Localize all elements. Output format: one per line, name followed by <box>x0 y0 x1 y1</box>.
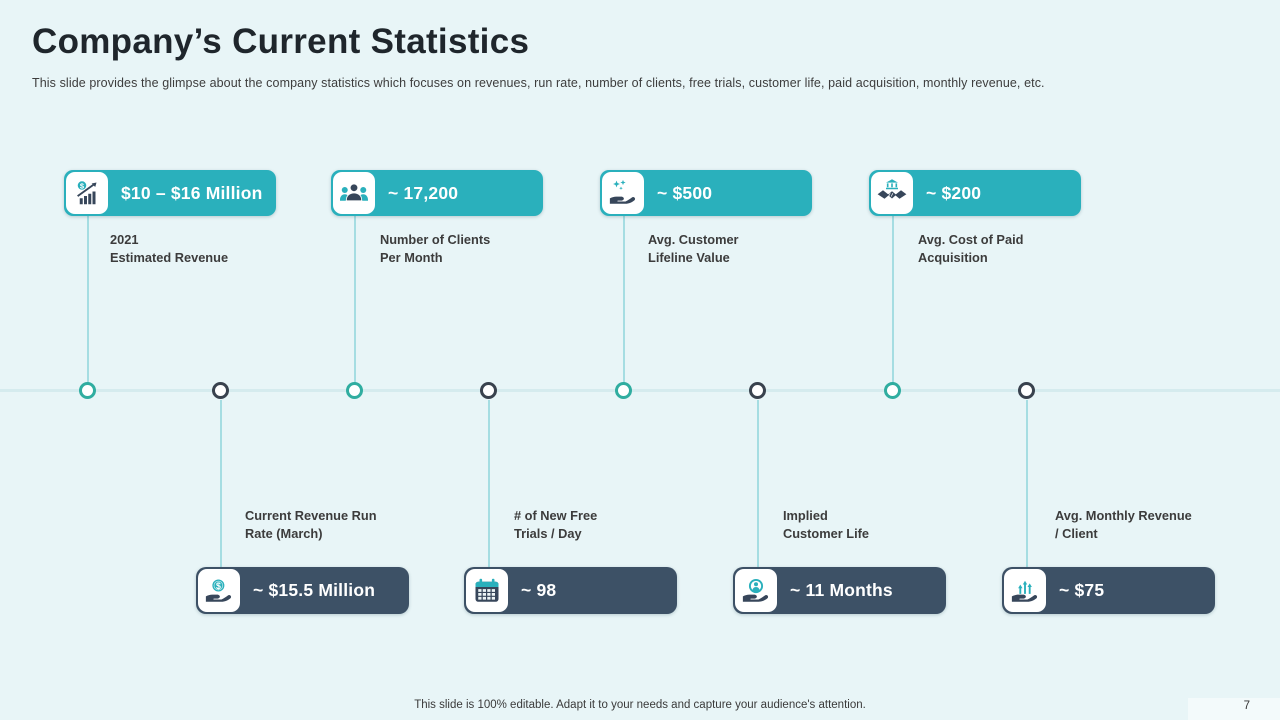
timeline-node-teal <box>884 382 901 399</box>
stat-badge-customer-lifeline-value: ~ $500 <box>600 170 812 216</box>
stat-value: ~ 17,200 <box>388 182 459 203</box>
stat-label-revenue-run-rate: Current Revenue Run Rate (March) <box>245 508 377 541</box>
timeline-node-teal <box>346 382 363 399</box>
timeline-node-dark <box>1018 382 1035 399</box>
calendar-icon <box>466 569 508 612</box>
stat-value: ~ 98 <box>521 580 557 600</box>
svg-text:$: $ <box>216 580 221 590</box>
stat-value: ~ 11 Months <box>790 580 893 600</box>
timeline-node-teal <box>79 382 96 399</box>
connector-line <box>488 400 490 567</box>
hand-person-icon <box>735 569 777 612</box>
connector-line <box>1026 400 1028 567</box>
timeline-line <box>0 389 1280 392</box>
hand-dollar-icon: $ <box>198 569 240 612</box>
stat-label-cost-of-paid-acquisition: Avg. Cost of Paid Acquisition <box>918 232 1024 265</box>
page-number-band <box>1188 698 1280 720</box>
growth-chart-dollar-icon: $ <box>66 172 108 214</box>
connector-line <box>623 214 625 386</box>
connector-line <box>220 400 222 567</box>
stat-label-free-trials-per-day: # of New Free Trials / Day <box>514 508 598 541</box>
page-title: Company’s Current Statistics <box>32 22 530 61</box>
timeline-node-teal <box>615 382 632 399</box>
handshake-bank-icon <box>871 172 913 214</box>
page-number: 7 <box>1243 700 1250 712</box>
stat-value: ~ $15.5 Million <box>253 580 376 600</box>
stat-badge-cost-of-paid-acquisition: ~ $200 <box>869 170 1081 216</box>
stat-label-customer-lifeline-value: Avg. Customer Lifeline Value <box>648 232 739 265</box>
timeline-node-dark <box>749 382 766 399</box>
connector-line <box>354 214 356 386</box>
stat-badge-clients-per-month: ~ 17,200 <box>331 170 543 216</box>
stat-label-monthly-revenue-per-client: Avg. Monthly Revenue / Client <box>1055 508 1192 541</box>
timeline-node-dark <box>212 382 229 399</box>
stat-badge-monthly-revenue-per-client: ~ $75 <box>1002 567 1215 614</box>
stat-value: ~ $500 <box>657 182 713 203</box>
stat-label-estimated-revenue: 2021 Estimated Revenue <box>110 232 229 265</box>
stat-badge-free-trials-per-day: ~ 98 <box>464 567 677 614</box>
stat-value: ~ $75 <box>1059 580 1105 600</box>
stat-value: $10 – $16 Million <box>121 182 263 203</box>
stat-value: ~ $200 <box>926 182 982 203</box>
stat-badge-revenue-run-rate: $ ~ $15.5 Million <box>196 567 409 614</box>
hand-sparkles-icon <box>602 172 644 214</box>
hand-growth-icon <box>1004 569 1046 612</box>
connector-line <box>87 214 89 386</box>
timeline-node-dark <box>480 382 497 399</box>
stat-badge-estimated-revenue: $ $10 – $16 Million <box>64 170 276 216</box>
clients-group-icon <box>333 172 375 214</box>
stat-label-clients-per-month: Number of Clients Per Month <box>380 232 491 265</box>
page-subtitle: This slide provides the glimpse about th… <box>32 76 1045 90</box>
connector-line <box>892 214 894 386</box>
connector-line <box>757 400 759 567</box>
footer-note: This slide is 100% editable. Adapt it to… <box>414 699 866 711</box>
svg-text:$: $ <box>80 181 85 190</box>
stat-label-implied-customer-life: Implied Customer Life <box>783 508 870 541</box>
stat-badge-implied-customer-life: ~ 11 Months <box>733 567 946 614</box>
